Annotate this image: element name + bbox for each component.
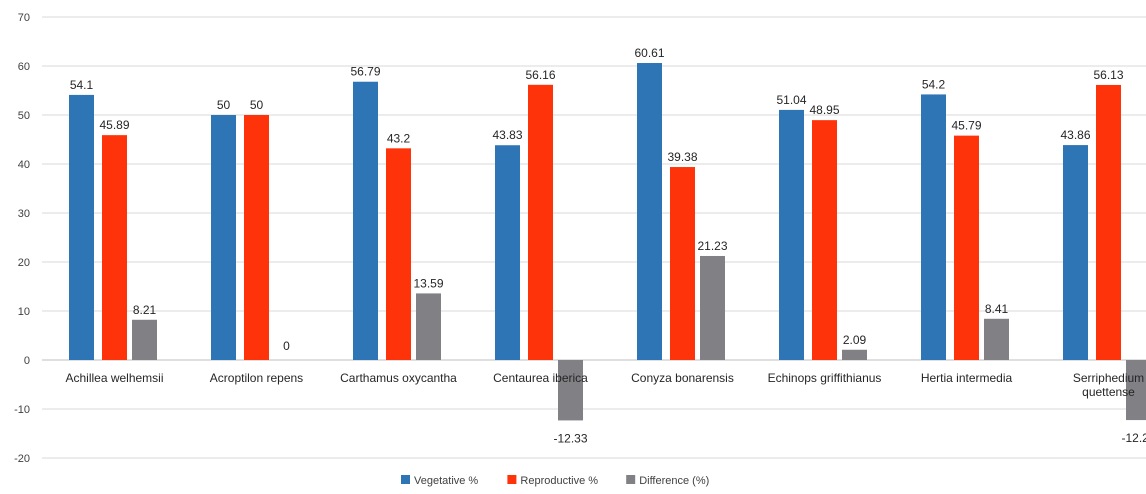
bar-reproductive-echinops-griffithianus xyxy=(812,120,837,361)
bar-difference-achillea-welhemsii xyxy=(132,319,157,360)
y-tick-label-70: 70 xyxy=(18,12,30,24)
bar-difference-hertia-intermedia xyxy=(984,318,1009,360)
legend-swatch-reproductive xyxy=(507,475,517,484)
legend-swatch-vegetative xyxy=(401,475,410,484)
legend-label-difference: Difference (%) xyxy=(639,475,709,487)
x-axis-categories: Achillea welhemsii Acroptilon repens Carth… xyxy=(65,371,1144,399)
bar-vegetative-serriphedium-quettense xyxy=(1063,145,1088,360)
bar-reproductive-serriphedium-quettense xyxy=(1096,84,1121,360)
y-tick-label-60: 60 xyxy=(18,61,30,73)
bars xyxy=(69,63,1146,421)
data-label-vegetative-serriphedium-quettense: 43.86 xyxy=(1060,128,1090,142)
y-tick-label-20: -20 xyxy=(14,453,30,465)
data-label-reproductive-achillea-welhemsii: 45.89 xyxy=(99,118,129,132)
bar-difference-echinops-griffithianus xyxy=(842,349,867,360)
data-label-vegetative-hertia-intermedia: 54.2 xyxy=(922,77,946,91)
data-labels: 54.1 45.89 8.21 50 50 0 56.79 43.2 13.59 43.83 56.… xyxy=(70,46,1146,445)
data-label-difference-achillea-welhemsii: 8.21 xyxy=(133,303,157,317)
y-tick-label-40: 40 xyxy=(18,159,30,171)
data-label-reproductive-carthamus-oxycantha: 43.2 xyxy=(387,131,411,145)
bar-vegetative-achillea-welhemsii xyxy=(69,94,94,360)
data-label-difference-serriphedium-quettense: -12.26 xyxy=(1121,431,1146,445)
data-label-reproductive-centaurea-iberica: 56.16 xyxy=(525,68,555,82)
bar-reproductive-centaurea-iberica xyxy=(528,84,553,360)
gridlines xyxy=(42,16,1146,459)
bar-reproductive-achillea-welhemsii xyxy=(102,135,127,360)
bar-reproductive-conyza-bonarensis xyxy=(670,167,695,360)
data-label-reproductive-serriphedium-quettense: 56.13 xyxy=(1093,68,1123,82)
category-label-serriphedium-quettense: Serriphedium quettense xyxy=(1073,371,1144,399)
bar-reproductive-carthamus-oxycantha xyxy=(386,148,411,360)
legend-label-vegetative: Vegetative % xyxy=(414,475,478,487)
bar-vegetative-echinops-griffithianus xyxy=(779,109,804,361)
bar-difference-carthamus-oxycantha xyxy=(416,293,441,360)
legend: Vegetative % Reproductive % Difference (%) xyxy=(401,475,709,487)
y-tick-label-30: 30 xyxy=(18,208,30,220)
y-tick-label-10: -10 xyxy=(14,404,30,416)
category-label-echinops-griffithianus: Echinops griffithianus xyxy=(768,371,882,385)
category-label-hertia-intermedia: Hertia intermedia xyxy=(921,371,1013,385)
bar-reproductive-hertia-intermedia xyxy=(954,135,979,360)
data-label-difference-carthamus-oxycantha: 13.59 xyxy=(413,276,443,290)
category-label-carthamus-oxycantha: Carthamus oxycantha xyxy=(340,371,457,385)
data-label-vegetative-carthamus-oxycantha: 56.79 xyxy=(350,65,380,79)
y-axis: -20 -10 0 10 20 30 40 50 60 70 xyxy=(14,12,30,465)
bar-vegetative-carthamus-oxycantha xyxy=(353,81,378,360)
data-label-vegetative-echinops-griffithianus: 51.04 xyxy=(776,93,806,107)
bar-difference-serriphedium-quettense xyxy=(1126,360,1146,421)
y-tick-label-10: 10 xyxy=(18,306,30,318)
y-tick-label-50: 50 xyxy=(18,110,30,122)
legend-label-reproductive: Reproductive % xyxy=(520,475,598,487)
bar-vegetative-conyza-bonarensis xyxy=(637,63,662,361)
data-label-reproductive-conyza-bonarensis: 39.38 xyxy=(667,150,697,164)
data-label-reproductive-acroptilon-repens: 50 xyxy=(250,98,264,112)
data-label-vegetative-acroptilon-repens: 50 xyxy=(217,98,231,112)
bar-difference-centaurea-iberica xyxy=(558,360,583,421)
category-label-conyza-bonarensis: Conyza bonarensis xyxy=(631,371,734,385)
data-label-difference-echinops-griffithianus: 2.09 xyxy=(843,333,867,347)
data-label-reproductive-echinops-griffithianus: 48.95 xyxy=(809,103,839,117)
data-label-difference-acroptilon-repens: 0 xyxy=(283,339,290,353)
data-label-vegetative-centaurea-iberica: 43.83 xyxy=(492,128,522,142)
legend-swatch-difference xyxy=(626,475,636,484)
bar-vegetative-acroptilon-repens xyxy=(211,115,236,360)
bar-vegetative-hertia-intermedia xyxy=(921,94,946,361)
bar-difference-conyza-bonarensis xyxy=(700,255,725,360)
data-label-difference-centaurea-iberica: -12.33 xyxy=(553,431,587,445)
bar-reproductive-acroptilon-repens xyxy=(244,115,269,360)
data-label-vegetative-achillea-welhemsii: 54.1 xyxy=(70,78,94,92)
y-tick-label-20: 20 xyxy=(18,257,30,269)
data-label-reproductive-hertia-intermedia: 45.79 xyxy=(951,119,981,133)
category-label-centaurea-iberica: Centaurea iberica xyxy=(493,371,588,385)
data-label-difference-conyza-bonarensis: 21.23 xyxy=(697,239,727,253)
category-label-achillea-welhemsii: Achillea welhemsii xyxy=(65,371,163,385)
data-label-vegetative-conyza-bonarensis: 60.61 xyxy=(634,46,664,60)
data-label-difference-hertia-intermedia: 8.41 xyxy=(985,302,1009,316)
y-tick-label-0: 0 xyxy=(24,355,30,367)
bar-vegetative-centaurea-iberica xyxy=(495,145,520,360)
category-label-acroptilon-repens: Acroptilon repens xyxy=(210,371,303,385)
